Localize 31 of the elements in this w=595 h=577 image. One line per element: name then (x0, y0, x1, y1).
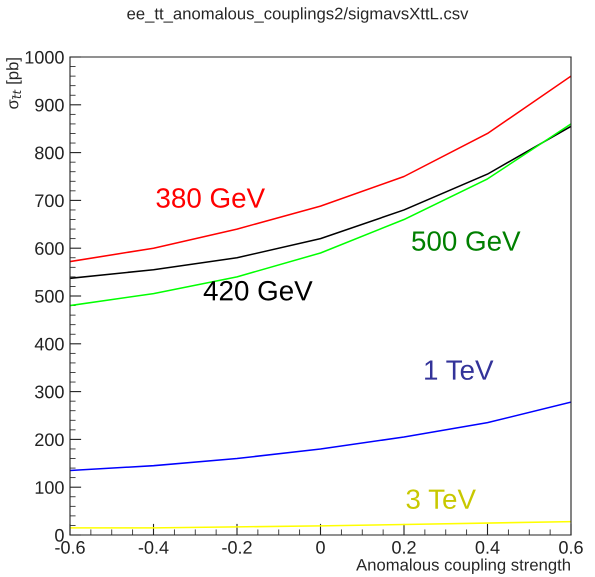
y-axis-title: σ$_{t̄t}$ [pb] (6, 58, 22, 109)
x-tick-label: 0.6 (559, 541, 583, 554)
y-tick-label: 200 (35, 433, 64, 446)
y-tick-label: 400 (34, 338, 64, 351)
series-label: 3 TeV (406, 489, 476, 509)
series-label: 500 GeV (412, 231, 520, 251)
y-tick-label: 800 (35, 146, 64, 160)
x-tick-label: -0.6 (55, 541, 85, 554)
line-series (70, 123, 571, 306)
series-label: 380 GeV (156, 188, 265, 208)
series-label: 420 GeV (204, 280, 313, 301)
y-tick-label: 100 (36, 481, 64, 494)
x-tick-label: 0.2 (392, 541, 416, 554)
y-tick-label: 1000 (26, 50, 64, 64)
y-tick-label: 900 (35, 98, 64, 112)
y-tick-label: 500 (35, 290, 64, 303)
x-tick-label: 0 (316, 541, 325, 554)
line-series (70, 401, 571, 472)
y-tick-label: 600 (35, 242, 64, 255)
line-series (70, 520, 571, 529)
series-label: 1 TeV (425, 360, 494, 380)
x-tick-label: -0.4 (138, 541, 169, 554)
x-tick-label: 0.4 (476, 541, 500, 554)
chart-title: ee_tt_anomalous_couplings2/sigmavsXttL.csv (127, 7, 468, 23)
line-series (70, 126, 571, 280)
x-tick-label: -0.2 (222, 541, 252, 554)
x-axis-title: Anomalous coupling strength (356, 558, 570, 574)
line-series (70, 75, 571, 262)
y-tick-label: 700 (35, 194, 64, 208)
y-tick-label: 0 (55, 528, 64, 542)
y-tick-label: 300 (35, 386, 64, 398)
